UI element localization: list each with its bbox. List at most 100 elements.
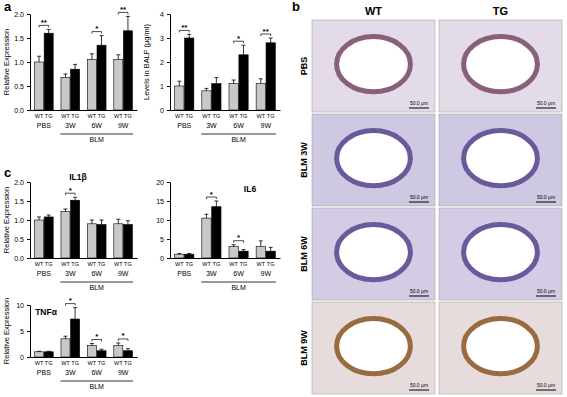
bar bbox=[35, 220, 44, 258]
error-bar bbox=[177, 81, 181, 86]
error-bar bbox=[242, 45, 246, 55]
error-bar bbox=[126, 221, 130, 225]
bar bbox=[229, 84, 238, 110]
error-bar-cap bbox=[269, 38, 273, 39]
x-tick-label: 9W bbox=[118, 270, 129, 277]
bar bbox=[87, 224, 96, 258]
x-tick-label: 3W bbox=[65, 122, 76, 129]
bar bbox=[61, 212, 70, 258]
x-tick-label: 6W bbox=[233, 270, 244, 277]
scale-bar bbox=[409, 108, 429, 109]
airway bbox=[337, 319, 411, 374]
figure: abc0.00.51.01.52.0PBS3W6W9WWTTGWTTGWTTGW… bbox=[0, 0, 567, 397]
bar-series-label: TG bbox=[213, 113, 221, 119]
error-bar-cap bbox=[63, 336, 67, 337]
y-tick-label: 2 bbox=[160, 59, 164, 66]
y-tick: 0.5 bbox=[14, 83, 30, 90]
error-bar-stem bbox=[91, 220, 92, 224]
error-bar-stem bbox=[216, 78, 217, 84]
error-bar-cap bbox=[242, 249, 246, 250]
error-bar-cap bbox=[37, 216, 41, 217]
bar bbox=[35, 62, 44, 110]
error-bar bbox=[37, 217, 41, 220]
y-tick-label: 1.5 bbox=[14, 198, 24, 205]
bar bbox=[256, 247, 265, 258]
bar-series-label: TG bbox=[124, 113, 132, 119]
error-bar-stem bbox=[39, 56, 40, 62]
y-tick-mark bbox=[27, 357, 30, 358]
error-bar-stem bbox=[91, 54, 92, 60]
bar-series-label: WT bbox=[202, 113, 211, 119]
group-label: BLM bbox=[90, 284, 105, 291]
y-tick-label: 15 bbox=[156, 198, 164, 205]
error-bar-cap bbox=[259, 240, 263, 241]
y-tick-label: 0 bbox=[160, 107, 164, 114]
y-axis-line bbox=[30, 183, 31, 259]
y-tick-mark bbox=[27, 331, 30, 332]
y-tick-mark bbox=[167, 86, 170, 87]
x-tick-label: 3W bbox=[65, 270, 76, 277]
group-line bbox=[60, 381, 133, 382]
bar bbox=[202, 91, 211, 110]
error-bar bbox=[63, 209, 67, 212]
bar-series-label: TG bbox=[240, 261, 248, 267]
x-tick-label: PBS bbox=[177, 122, 191, 129]
row-label: BLM 6W bbox=[299, 236, 309, 272]
bar-series-label: WT bbox=[88, 360, 97, 366]
y-tick-mark bbox=[167, 14, 170, 15]
bar bbox=[71, 69, 80, 110]
bar bbox=[239, 251, 248, 258]
error-bar-stem bbox=[75, 308, 76, 319]
error-bar-cap bbox=[232, 80, 236, 81]
bar-series-label: TG bbox=[45, 360, 53, 366]
bar-series-label: WT bbox=[257, 113, 266, 119]
y-tick-mark bbox=[167, 220, 170, 221]
y-tick: 15 bbox=[156, 198, 170, 205]
error-bar-cap bbox=[242, 45, 246, 46]
row-label: PBS bbox=[299, 57, 309, 76]
error-bar-cap bbox=[204, 214, 208, 215]
y-tick: 0.0 bbox=[14, 107, 30, 114]
group-label: BLM bbox=[90, 383, 105, 390]
micrograph-tissue bbox=[312, 20, 435, 112]
error-bar-cap bbox=[63, 208, 67, 209]
significance-label: * bbox=[69, 296, 73, 305]
error-bar bbox=[204, 88, 208, 90]
y-tick-mark bbox=[27, 182, 30, 183]
bar-series-label: WT bbox=[61, 261, 70, 267]
error-bar-stem bbox=[118, 55, 119, 60]
bar-series-label: WT bbox=[175, 261, 184, 267]
x-axis-line bbox=[171, 258, 281, 259]
bar-series-label: WT bbox=[229, 113, 238, 119]
y-tick: 3 bbox=[160, 35, 170, 42]
error-bar bbox=[116, 219, 120, 224]
row-label: BLM 9W bbox=[299, 330, 309, 366]
error-bar bbox=[187, 253, 191, 255]
bar bbox=[97, 45, 106, 110]
y-tick-label: 0 bbox=[160, 255, 164, 262]
error-bar-cap bbox=[116, 219, 120, 220]
group-label: BLM bbox=[231, 284, 246, 291]
y-tick: 2 bbox=[160, 59, 170, 66]
column-header: TG bbox=[493, 5, 508, 17]
scale-bar bbox=[536, 296, 556, 297]
error-bar-stem bbox=[127, 221, 128, 225]
bar bbox=[266, 251, 275, 258]
y-tick-mark bbox=[167, 38, 170, 39]
x-tick-label: 9W bbox=[118, 122, 129, 129]
error-bar-stem bbox=[189, 34, 190, 38]
y-tick-label: 1.0 bbox=[14, 217, 24, 224]
panel-label: a bbox=[4, 0, 12, 14]
significance-label: ** bbox=[120, 5, 127, 14]
y-tick-label: 5 bbox=[160, 236, 164, 243]
y-tick-mark bbox=[27, 305, 30, 306]
bar-series-label: WT bbox=[88, 261, 97, 267]
error-bar bbox=[47, 215, 51, 217]
bar bbox=[175, 254, 184, 258]
error-bar bbox=[177, 253, 181, 255]
bar bbox=[175, 86, 184, 110]
column-header: WT bbox=[365, 5, 382, 17]
error-bar-stem bbox=[216, 201, 217, 207]
error-bar bbox=[269, 38, 273, 43]
y-tick-mark bbox=[167, 110, 170, 111]
